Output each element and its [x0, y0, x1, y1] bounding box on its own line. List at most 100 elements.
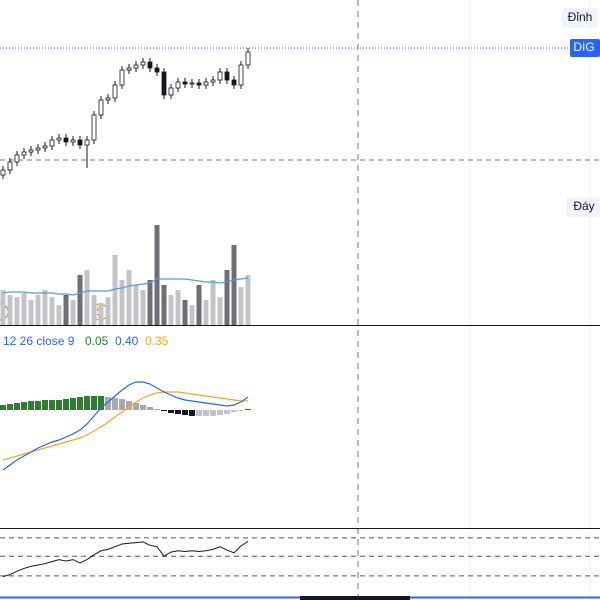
- macd-params: 12 26 close 9: [3, 334, 75, 348]
- macd-hist: [77, 397, 83, 410]
- macd-hist: [0, 405, 6, 410]
- rsi-line: [2, 540, 249, 578]
- volume-bar: [147, 280, 153, 325]
- macd-hist-value: 0.05: [85, 334, 109, 348]
- volume-bar: [217, 297, 223, 325]
- macd-hist: [119, 399, 125, 410]
- volume-bar: [84, 270, 90, 325]
- macd-hist: [238, 410, 244, 411]
- macd-hist: [203, 410, 209, 416]
- macd-hist: [168, 410, 174, 413]
- volume-bar: [196, 285, 202, 325]
- candle-body: [168, 87, 174, 96]
- macd-signal-value: 0.35: [145, 334, 169, 348]
- macd-hist: [210, 410, 216, 416]
- macd-hist: [14, 403, 20, 410]
- trough-label: Đáy: [573, 199, 594, 213]
- macd-hist: [112, 398, 118, 410]
- candle-body: [154, 67, 160, 73]
- macd-hist: [154, 409, 160, 410]
- candle-body: [182, 81, 188, 85]
- volume-bar: [161, 285, 167, 325]
- volume-bar: [0, 290, 6, 325]
- volume-bar: [231, 245, 237, 325]
- candle-body: [0, 169, 6, 176]
- volume-bar: [126, 270, 132, 325]
- candle-body: [119, 69, 125, 86]
- volume-bar: [224, 270, 230, 325]
- scrollbar[interactable]: [300, 596, 410, 600]
- volume-bar: [175, 290, 181, 325]
- candle-body: [133, 64, 139, 69]
- candle-body: [203, 81, 209, 86]
- volume-bar: [105, 297, 111, 325]
- candle-body: [161, 71, 167, 96]
- macd-hist: [189, 410, 195, 416]
- macd-hist: [35, 401, 41, 410]
- volume-bar: [35, 295, 41, 325]
- macd-hist: [224, 410, 230, 414]
- candle-body: [245, 51, 251, 66]
- volume-bar: [14, 297, 20, 325]
- volume-bar: [91, 295, 97, 325]
- volume-bar: [168, 295, 174, 325]
- volume-bar: [203, 300, 209, 325]
- candle-body: [14, 154, 20, 163]
- macd-hist: [182, 410, 188, 415]
- macd-hist: [7, 404, 13, 410]
- volume-bar: [189, 305, 195, 325]
- peak-label: Đỉnh: [568, 10, 593, 24]
- volume-bar: [238, 287, 244, 325]
- macd-hist: [133, 403, 139, 410]
- candle-body: [210, 79, 216, 83]
- volume-bar: [245, 275, 251, 325]
- volume-bar: [77, 275, 83, 325]
- volume-bar: [140, 290, 146, 325]
- candle-body: [49, 139, 55, 147]
- macd-hist: [196, 410, 202, 416]
- macd-hist: [231, 410, 237, 412]
- macd-hist: [84, 396, 90, 410]
- candle-body: [42, 145, 48, 149]
- macd-hist: [98, 396, 104, 410]
- candle-body: [147, 61, 153, 69]
- candle-body: [105, 97, 111, 101]
- candle-body: [175, 81, 181, 89]
- macd-line-value: 0.40: [115, 334, 139, 348]
- volume-bar: [98, 303, 104, 325]
- label-box: [566, 197, 600, 217]
- macd-hist: [42, 400, 48, 410]
- macd-hist: [161, 410, 167, 411]
- candle-body: [56, 137, 62, 141]
- volume-bar: [63, 295, 69, 325]
- volume-bar: [210, 280, 216, 325]
- candle-body: [98, 99, 104, 116]
- macd-hist: [126, 401, 132, 410]
- candle-body: [63, 137, 69, 143]
- candle-body: [189, 82, 195, 85]
- macd-hist: [63, 399, 69, 410]
- candle-body: [140, 61, 146, 66]
- candle-body: [112, 84, 118, 99]
- macd-hist: [175, 410, 181, 414]
- volume-bar: [21, 293, 27, 325]
- volume-bar: [182, 300, 188, 325]
- macd-hist: [49, 400, 55, 410]
- volume-bar: [119, 280, 125, 325]
- volume-bar: [28, 300, 34, 325]
- candle-body: [126, 67, 132, 71]
- volume-ma: [2, 277, 249, 296]
- candle-body: [77, 139, 83, 146]
- macd-hist: [105, 397, 111, 410]
- candle-body: [28, 149, 34, 153]
- volume-bar: [70, 300, 76, 325]
- macd-hist: [147, 407, 153, 410]
- volume-bar: [133, 285, 139, 325]
- volume-bar: [49, 297, 55, 325]
- volume-bar: [7, 295, 13, 325]
- macd-hist: [91, 396, 97, 410]
- candle-body: [217, 71, 223, 81]
- macd-hist: [21, 402, 27, 410]
- macd-hist: [70, 398, 76, 410]
